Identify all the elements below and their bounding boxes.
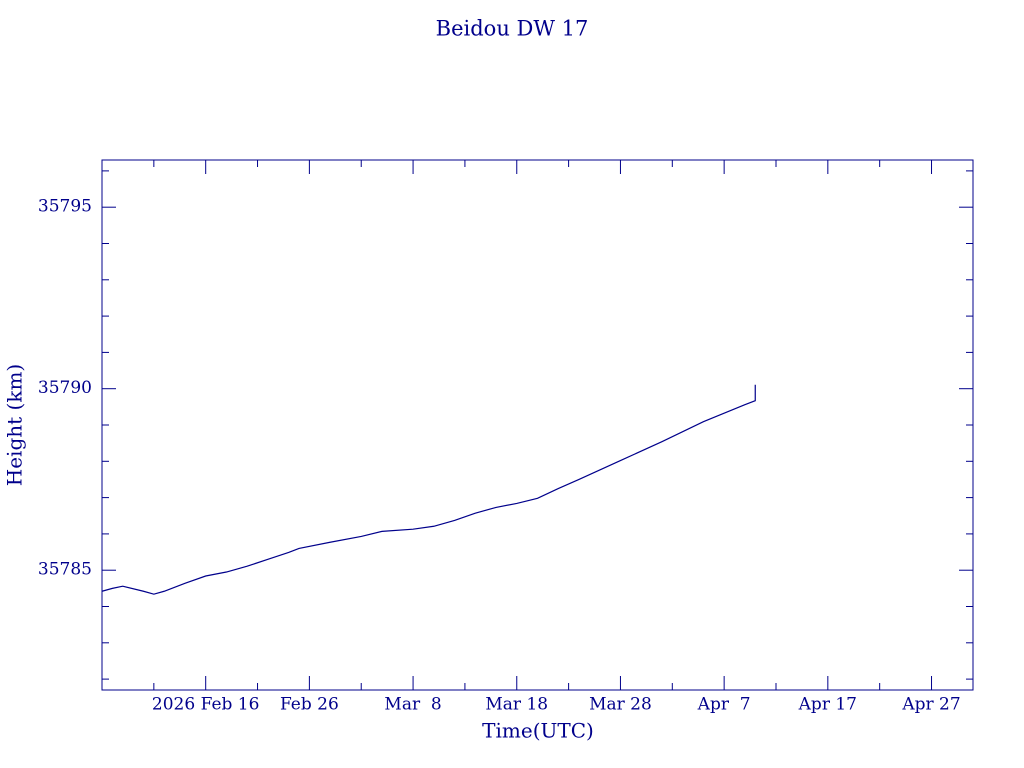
x-tick-label: Mar 18 <box>485 695 548 715</box>
x-axis-label: Time(UTC) <box>482 719 594 743</box>
x-tick-label: Feb 26 <box>280 695 339 715</box>
y-tick-label: 35795 <box>38 197 92 217</box>
chart-title: Beidou DW 17 <box>436 17 589 41</box>
y-axis-label: Height (km) <box>3 364 27 486</box>
x-tick-label: Apr 7 <box>697 695 751 715</box>
x-tick-label: Mar 8 <box>384 695 441 715</box>
x-tick-label: Apr 27 <box>901 695 960 715</box>
plot-frame <box>101 159 974 691</box>
y-tick-label: 35790 <box>38 378 92 398</box>
x-tick-label: Apr 17 <box>798 695 857 715</box>
y-tick-label: 35785 <box>38 560 92 580</box>
x-tick-label: Mar 28 <box>589 695 652 715</box>
x-tick-label: 2026 Feb 16 <box>152 695 260 715</box>
data-line <box>101 384 756 595</box>
